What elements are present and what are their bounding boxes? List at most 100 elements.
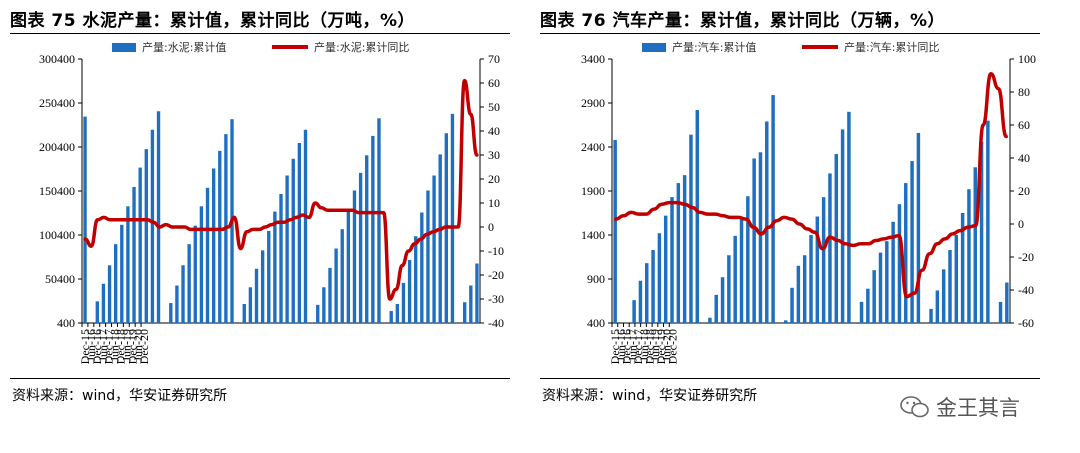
x-tick-label: Dec-15 <box>608 329 622 364</box>
right-tick-label: 40 <box>1018 151 1030 165</box>
bar <box>389 311 393 323</box>
x-tick-label: Jun-16 <box>614 329 628 362</box>
bar <box>463 302 467 323</box>
right-tick-label: 20 <box>1018 184 1030 198</box>
bar <box>739 216 744 323</box>
x-tick-label: Jun-18 <box>637 329 651 362</box>
x-tick-label: Jun-18 <box>108 329 122 362</box>
chart-title: 图表 75 水泥产量：累计值，累计同比（万吨，%） <box>10 11 416 31</box>
bar <box>790 287 794 323</box>
right-tick-label: -20 <box>1018 250 1034 264</box>
bar <box>638 280 643 323</box>
left-tick-label: 100400 <box>39 228 75 242</box>
bar <box>714 294 718 323</box>
left-tick-label: 200400 <box>39 140 75 154</box>
bar <box>291 158 295 323</box>
bar <box>783 320 788 323</box>
x-tick-label: Jun-19 <box>648 329 662 362</box>
bar <box>815 216 820 323</box>
right-tick-label: 0 <box>1018 217 1024 231</box>
right-tick-label: -40 <box>488 316 504 330</box>
bar <box>156 111 161 323</box>
left-tick-label: 1900 <box>581 184 605 198</box>
bar <box>95 301 99 323</box>
bar <box>676 183 681 323</box>
bar <box>802 255 807 323</box>
yoy-line <box>614 72 1008 299</box>
bar <box>358 172 363 323</box>
bar <box>935 290 940 323</box>
bar <box>303 129 308 323</box>
x-tick-label: Jun-16 <box>84 329 98 362</box>
bar <box>414 236 418 323</box>
watermark-text: 金王其言 <box>936 396 1020 420</box>
bar <box>242 303 246 323</box>
right-tick-label: 10 <box>488 196 500 210</box>
bar <box>973 167 977 323</box>
bar <box>138 167 142 323</box>
left-tick-label: 50400 <box>45 272 75 286</box>
bar <box>866 288 870 323</box>
bar <box>613 139 617 323</box>
left-tick-label: 3400 <box>581 52 605 66</box>
bar <box>205 187 210 323</box>
bar <box>297 142 302 323</box>
bar <box>821 197 826 323</box>
bar <box>632 300 636 323</box>
x-tick-label: Dec-19 <box>125 329 139 364</box>
right-tick-label: -20 <box>488 268 504 282</box>
bar <box>371 135 375 323</box>
bar <box>948 249 952 323</box>
bar <box>796 265 801 323</box>
bar <box>960 213 965 323</box>
x-tick-label: Dec-20 <box>665 329 679 364</box>
source-note: 资料来源：wind，华安证券研究所 <box>12 388 228 404</box>
bar <box>847 111 851 323</box>
x-tick-label: Jun-17 <box>96 329 110 362</box>
bar <box>885 241 889 323</box>
bar <box>878 252 883 323</box>
x-tick-label: Dec-15 <box>78 329 92 364</box>
bar <box>438 154 442 323</box>
bar <box>352 190 357 323</box>
bar <box>758 152 763 323</box>
bar <box>113 244 118 323</box>
bar <box>181 265 185 323</box>
x-tick-label: Dec-18 <box>643 329 657 364</box>
left-tick-label: 2400 <box>581 140 605 154</box>
bar <box>346 208 351 323</box>
bar <box>708 317 712 323</box>
bar <box>401 282 406 323</box>
bar <box>746 196 750 323</box>
bar <box>720 277 725 323</box>
bar <box>840 129 845 323</box>
right-tick-label: 60 <box>488 76 500 90</box>
bar <box>689 134 693 323</box>
bar <box>175 285 179 323</box>
legend-bar-label: 产量:水泥:累计值 <box>142 40 226 54</box>
bar <box>120 224 124 323</box>
legend-bar-label: 产量:汽车:累计值 <box>672 40 756 54</box>
bar <box>193 225 197 323</box>
bar <box>107 265 112 323</box>
bar <box>267 230 271 323</box>
left-tick-label: 400 <box>57 316 75 330</box>
source-note: 资料来源：wind，华安证券研究所 <box>542 388 758 404</box>
source-rule <box>540 378 1040 379</box>
right-tick-label: 80 <box>1018 85 1030 99</box>
bar <box>670 197 674 323</box>
x-tick-label: Dec-20 <box>137 329 151 364</box>
bar <box>733 235 737 323</box>
x-tick-label: Jun-20 <box>660 329 674 362</box>
bar <box>929 308 933 323</box>
title-rule <box>10 33 510 34</box>
left-tick-label: 2900 <box>581 96 605 110</box>
bar <box>169 303 173 323</box>
bar <box>916 132 921 323</box>
bar <box>365 155 369 323</box>
chart-title: 图表 76 汽车产量：累计值，累计同比（万辆，%） <box>540 11 946 31</box>
bar <box>752 158 756 323</box>
wechat-icon <box>900 396 929 418</box>
right-tick-label: 70 <box>488 52 500 66</box>
bar <box>432 175 436 323</box>
